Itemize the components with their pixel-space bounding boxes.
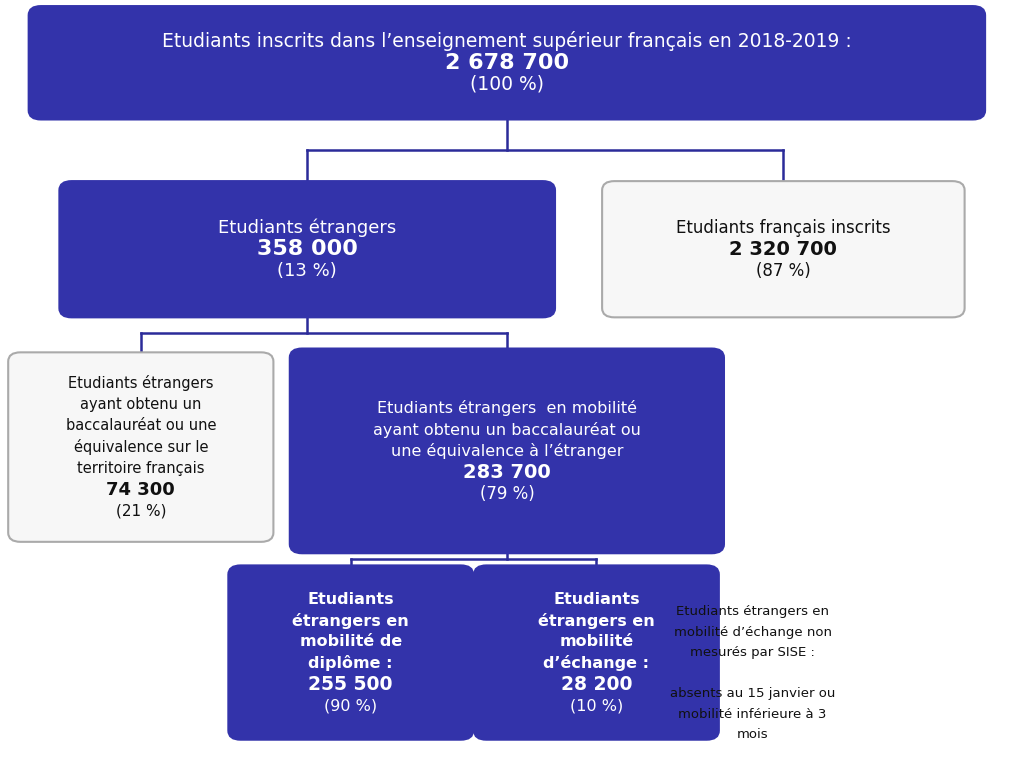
FancyBboxPatch shape — [29, 6, 985, 119]
Text: 358 000: 358 000 — [257, 239, 357, 260]
Text: 283 700: 283 700 — [463, 463, 551, 482]
FancyBboxPatch shape — [59, 181, 555, 317]
Text: (10 %): (10 %) — [569, 699, 624, 713]
Text: 28 200: 28 200 — [561, 675, 632, 694]
Text: Etudiants étrangers: Etudiants étrangers — [218, 218, 396, 237]
Text: mobilité de: mobilité de — [300, 635, 401, 649]
Text: mobilité d’échange non: mobilité d’échange non — [674, 626, 831, 638]
Text: 74 300: 74 300 — [106, 481, 175, 498]
FancyBboxPatch shape — [8, 352, 273, 542]
FancyBboxPatch shape — [228, 565, 473, 740]
FancyBboxPatch shape — [290, 349, 724, 553]
FancyBboxPatch shape — [474, 565, 719, 740]
Text: Etudiants étrangers: Etudiants étrangers — [68, 375, 214, 391]
Text: Etudiants français inscrits: Etudiants français inscrits — [676, 219, 891, 237]
Text: mesurés par SISE :: mesurés par SISE : — [690, 646, 815, 659]
Text: équivalence sur le: équivalence sur le — [74, 439, 208, 455]
Text: Etudiants: Etudiants — [553, 592, 640, 607]
Text: Etudiants étrangers en: Etudiants étrangers en — [676, 605, 829, 618]
Text: ayant obtenu un baccalauréat ou: ayant obtenu un baccalauréat ou — [373, 422, 641, 438]
Text: étrangers en: étrangers en — [538, 613, 655, 629]
Text: d’échange :: d’échange : — [544, 655, 649, 671]
Text: territoire français: territoire français — [77, 461, 205, 476]
Text: baccalauréat ou une: baccalauréat ou une — [66, 419, 216, 433]
Text: une équivalence à l’étranger: une équivalence à l’étranger — [390, 443, 624, 459]
Text: Etudiants étrangers  en mobilité: Etudiants étrangers en mobilité — [377, 400, 637, 416]
Text: (100 %): (100 %) — [470, 75, 544, 94]
Text: (21 %): (21 %) — [116, 504, 166, 518]
Text: Etudiants inscrits dans l’enseignement supérieur français en 2018-2019 :: Etudiants inscrits dans l’enseignement s… — [162, 31, 852, 52]
Text: diplôme :: diplôme : — [308, 655, 393, 671]
FancyBboxPatch shape — [602, 181, 965, 317]
Text: 2 320 700: 2 320 700 — [729, 240, 838, 259]
Text: Etudiants: Etudiants — [307, 592, 394, 607]
Text: absents au 15 janvier ou: absents au 15 janvier ou — [670, 687, 836, 700]
Text: 2 678 700: 2 678 700 — [444, 53, 569, 73]
Text: 255 500: 255 500 — [308, 675, 393, 694]
Text: (79 %): (79 %) — [479, 485, 535, 502]
Text: (90 %): (90 %) — [325, 699, 377, 713]
Text: mobilité inférieure à 3: mobilité inférieure à 3 — [679, 708, 826, 721]
Text: mobilité: mobilité — [559, 635, 634, 649]
Text: étrangers en: étrangers en — [292, 613, 410, 629]
Text: mois: mois — [737, 728, 768, 741]
Text: (13 %): (13 %) — [278, 262, 337, 279]
Text: ayant obtenu un: ayant obtenu un — [80, 397, 202, 412]
Text: (87 %): (87 %) — [756, 262, 811, 279]
